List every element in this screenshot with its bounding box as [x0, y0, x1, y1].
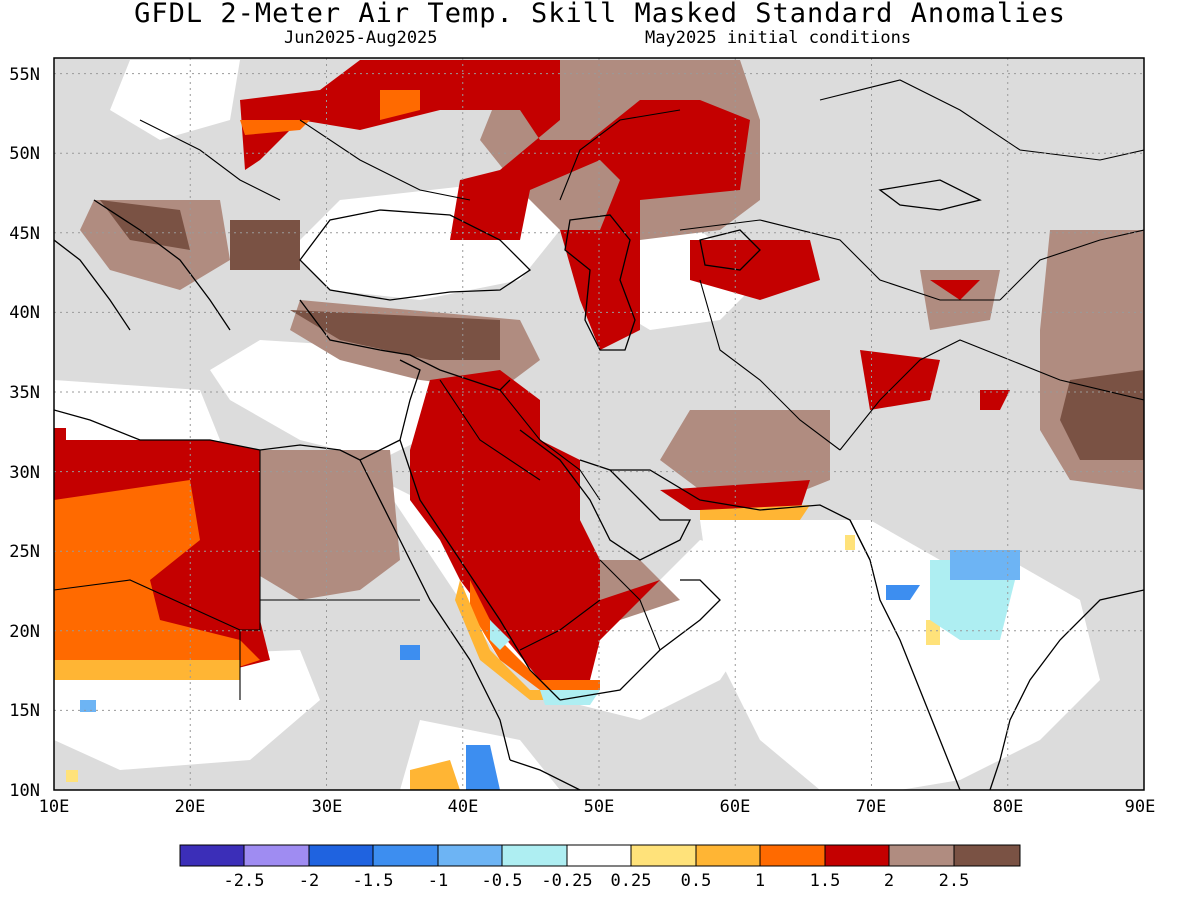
black-sea-coast [299, 209, 532, 301]
y-tick-label: 30N [9, 463, 40, 483]
anomaly-0.5-to-1 [54, 505, 810, 790]
legend-bin [759, 844, 826, 867]
legend-bin [824, 844, 890, 867]
graticule [54, 58, 1144, 790]
aral-sea-coast [699, 229, 761, 271]
y-tick-label: 15N [9, 701, 40, 721]
mediterranean-coast [54, 359, 421, 461]
color-legend: -2.5 -2 -1.5 -1 -0.5 -0.25 0.25 0.5 1 1.… [179, 844, 1021, 891]
plot-frame [53, 57, 1145, 791]
y-tick-label: 25N [9, 542, 40, 562]
legend-bin [501, 844, 568, 867]
legend-label: 0.5 [681, 871, 712, 891]
legend-bin [953, 844, 1021, 867]
y-tick-label: 50N [9, 144, 40, 164]
legend-label: -2.5 [224, 871, 265, 891]
legend-bin [179, 844, 245, 867]
country-borders [54, 79, 1144, 700]
legend-bin [308, 844, 374, 867]
anomaly-negative [80, 550, 1020, 790]
legend-bin [372, 844, 439, 867]
legend-label: -1.5 [353, 871, 394, 891]
legend-label: -0.5 [482, 871, 523, 891]
legend-bin [630, 844, 697, 867]
legend-bin [888, 844, 955, 867]
legend-label: 0.25 [611, 871, 652, 891]
x-tick-label: 10E [39, 797, 70, 817]
x-tick-label: 30E [312, 797, 343, 817]
y-tick-label: 10N [9, 781, 40, 801]
legend-bin [243, 844, 310, 867]
red-sea-coast [359, 459, 511, 761]
india-coast [849, 519, 961, 790]
x-tick-label: 20E [175, 797, 206, 817]
coastlines [54, 179, 1144, 790]
initial-conditions: May2025 initial conditions [645, 28, 912, 48]
x-axis: 10E 20E 30E 40E 50E 60E 70E 80E 90E [39, 797, 1156, 817]
x-tick-label: 40E [448, 797, 479, 817]
legend-bin [566, 844, 632, 867]
y-tick-label: 35N [9, 383, 40, 403]
legend-bin [695, 844, 761, 867]
legend-label: 2.5 [939, 871, 970, 891]
caspian-sea-coast [564, 214, 636, 351]
y-axis: 10N 15N 20N 25N 30N 35N 40N 45N 50N 55N [9, 65, 40, 801]
legend-label: -1 [428, 871, 448, 891]
y-tick-label: 45N [9, 224, 40, 244]
x-tick-label: 70E [856, 797, 887, 817]
anatolia-coast [299, 299, 511, 391]
anomaly-0.25-to-0.5 [66, 535, 940, 782]
x-tick-label: 80E [993, 797, 1024, 817]
x-tick-label: 90E [1125, 797, 1156, 817]
y-tick-label: 55N [9, 65, 40, 85]
legend-label: 1 [755, 871, 765, 891]
legend-label: -2 [299, 871, 319, 891]
persian-gulf-coast [519, 429, 692, 561]
x-tick-label: 50E [584, 797, 615, 817]
forecast-period: Jun2025-Aug2025 [284, 28, 438, 48]
legend-label: 2 [884, 871, 894, 891]
x-tick-label: 60E [720, 797, 751, 817]
horn-of-africa-coast [509, 759, 581, 790]
legend-bin [437, 844, 503, 867]
legend-label: 1.5 [810, 871, 841, 891]
map-title: GFDL 2-Meter Air Temp. Skill Masked Stan… [134, 0, 1066, 29]
legend-label: -0.25 [541, 871, 592, 891]
y-tick-label: 20N [9, 622, 40, 642]
y-tick-label: 40N [9, 303, 40, 323]
map-fields [54, 58, 1144, 790]
